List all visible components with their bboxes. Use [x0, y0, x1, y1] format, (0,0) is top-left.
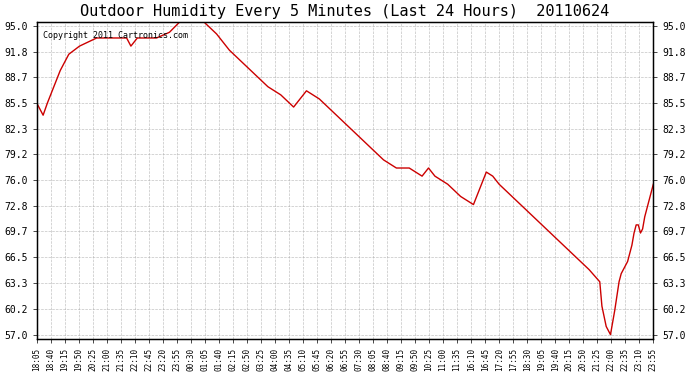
Title: Outdoor Humidity Every 5 Minutes (Last 24 Hours)  20110624: Outdoor Humidity Every 5 Minutes (Last 2… [80, 4, 610, 19]
Text: Copyright 2011 Cartronics.com: Copyright 2011 Cartronics.com [43, 31, 188, 40]
